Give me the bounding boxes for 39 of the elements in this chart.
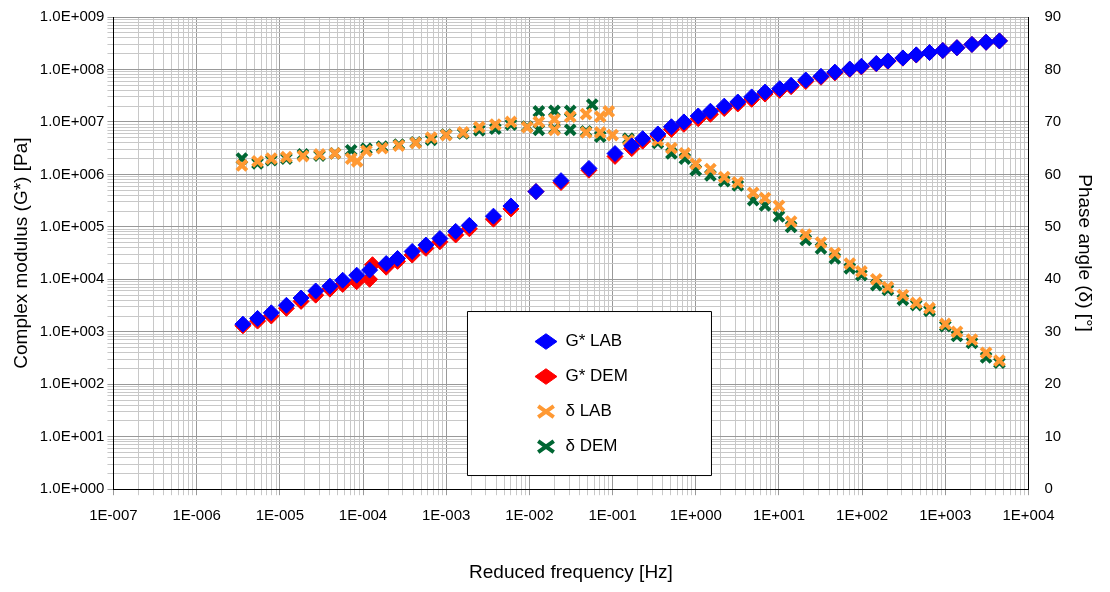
x-tick-label: 1E+002 bbox=[836, 506, 889, 524]
y2-tick-label: 50 bbox=[1044, 217, 1062, 235]
y-tick-label: 1.0E+009 bbox=[39, 7, 105, 25]
y2-tick-label: 30 bbox=[1044, 321, 1062, 339]
y-tick-label: 1.0E+007 bbox=[39, 112, 105, 130]
y2-tick-label: 60 bbox=[1044, 164, 1062, 182]
x-tick-label: 1E+003 bbox=[919, 506, 972, 524]
y2-axis-title: Phase angle (δ) [°] bbox=[1075, 174, 1097, 332]
x-tick-label: 1E-007 bbox=[89, 506, 138, 524]
y-tick-label: 1.0E+006 bbox=[39, 164, 105, 182]
y-axis-title: Complex modulus (G*) [Pa] bbox=[9, 137, 31, 369]
x-tick-label: 1E-004 bbox=[338, 506, 388, 524]
y-tick-label: 1.0E+004 bbox=[39, 269, 105, 287]
y-tick-label: 1.0E+002 bbox=[39, 374, 105, 392]
legend-label: δ DEM bbox=[565, 436, 618, 456]
y2-tick-label: 10 bbox=[1044, 426, 1062, 444]
y-tick-label: 1.0E+005 bbox=[39, 217, 105, 235]
y-tick-label: 1.0E+000 bbox=[39, 479, 105, 497]
x-axis-title: Reduced frequency [Hz] bbox=[469, 560, 673, 582]
x-tick-label: 1E-002 bbox=[505, 506, 554, 524]
x-tick-label: 1E+001 bbox=[752, 506, 806, 524]
x-tick-label: 1E+004 bbox=[1002, 506, 1055, 524]
x-tick-label: 1E-003 bbox=[422, 506, 471, 524]
legend-label: δ LAB bbox=[565, 401, 612, 421]
y2-tick-label: 0 bbox=[1044, 479, 1053, 497]
x-tick-label: 1E-005 bbox=[255, 506, 305, 524]
x-tick-label: 1E-001 bbox=[588, 506, 637, 524]
y2-tick-label: 70 bbox=[1044, 112, 1062, 130]
y2-tick-label: 90 bbox=[1044, 7, 1062, 25]
x-tick-label: 1E-006 bbox=[172, 506, 221, 524]
y2-tick-label: 40 bbox=[1044, 269, 1062, 287]
y-tick-label: 1.0E+008 bbox=[39, 59, 105, 77]
y-tick-label: 1.0E+003 bbox=[39, 321, 105, 339]
legend-label: G* LAB bbox=[565, 331, 623, 351]
x-tick-label: 1E+000 bbox=[669, 506, 722, 524]
y2-tick-label: 80 bbox=[1044, 59, 1062, 77]
y-tick-label: 1.0E+001 bbox=[39, 426, 105, 444]
y2-tick-label: 20 bbox=[1044, 374, 1062, 392]
legend-label: G* DEM bbox=[565, 366, 628, 386]
